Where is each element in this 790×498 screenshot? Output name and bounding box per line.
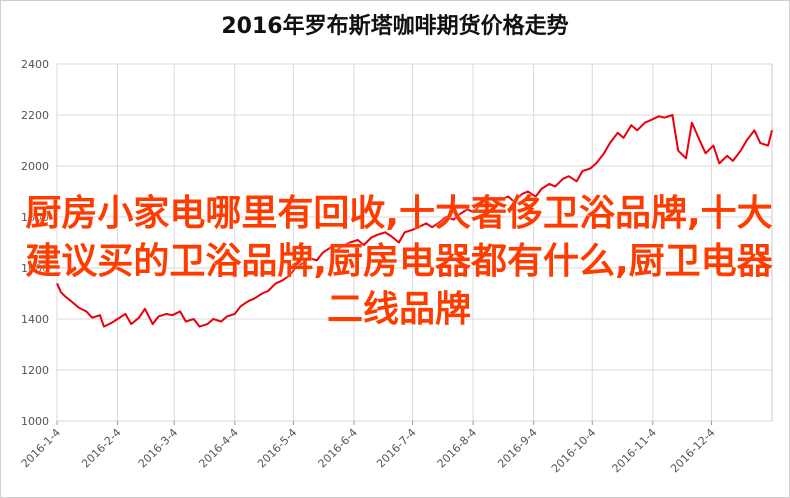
x-tick-label: 2016-3-4 [136,426,181,471]
y-tick-label: 2000 [21,160,49,173]
y-tick-label: 1400 [21,313,49,326]
x-tick-label: 2016-11-4 [610,426,659,475]
x-tick-label: 2016-2-4 [79,426,124,471]
x-axis: 2016-1-4 2016-2-4 2016-3-4 2016-4-4 2016-5-4… [19,421,718,475]
series-layer [56,114,773,328]
y-tick-label: 2400 [21,58,49,71]
x-tick-label: 2016-8-4 [435,426,480,471]
x-tick-label: 2016-9-4 [495,426,540,471]
x-tick-label: 2016-4-4 [196,426,241,471]
y-tick-label: 1200 [21,364,49,377]
y-tick-label: 1800 [21,211,49,224]
overlay-keywords-text: 厨房小家电哪里有回收,十大奢侈卫浴品牌,十大建议买的卫浴品牌,厨房电器都有什么,… [25,193,773,330]
x-tick-label: 2016-6-4 [316,426,361,471]
x-tick-label: 2016-7-4 [374,426,419,471]
x-tick-label: 2016-12-4 [668,426,717,475]
x-tick-label: 2016-5-4 [255,426,300,471]
chart-title: 2016年罗布斯塔咖啡期货价格走势 [221,14,569,39]
series-line [56,114,773,328]
y-axis: 1000 1200 1400 1600 1800 2000 2200 2400 [21,58,49,428]
y-tick-label: 2200 [21,109,49,122]
x-tick-label: 2016-1-4 [19,426,64,471]
y-tick-label: 1000 [21,415,49,428]
y-tick-label: 1600 [21,262,49,275]
x-tick-label: 2016-10-4 [549,426,598,475]
grid [56,63,773,422]
